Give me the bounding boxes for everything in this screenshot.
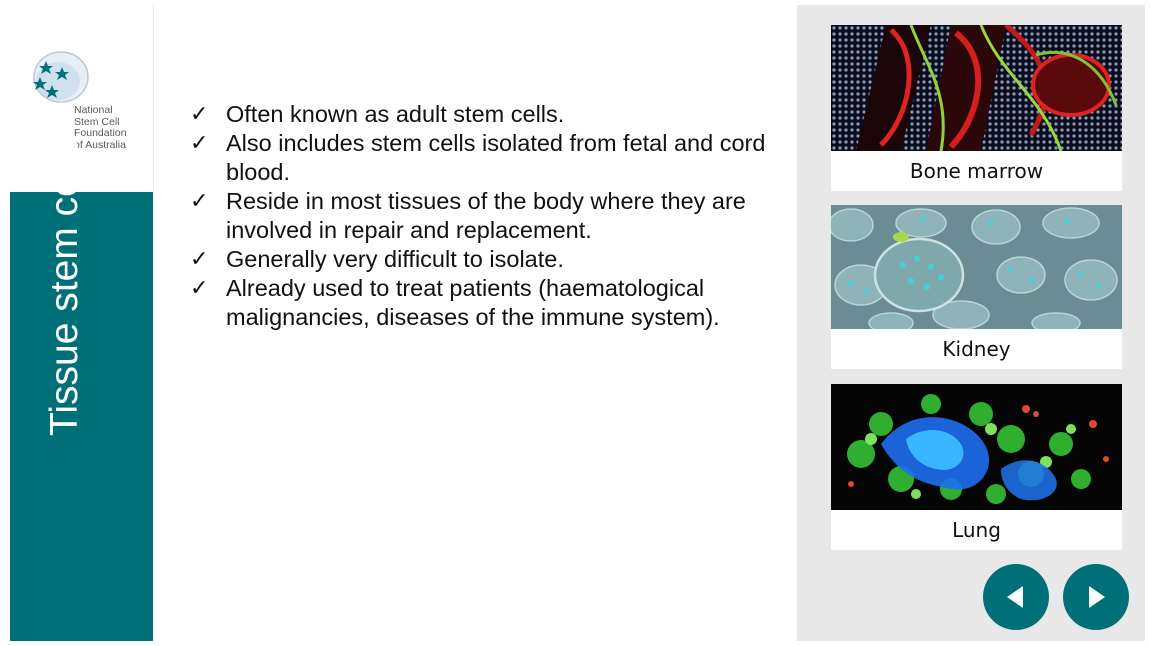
next-button[interactable] xyxy=(1063,564,1129,630)
check-icon: ✓ xyxy=(190,102,209,127)
image-gallery: Bone marrow xyxy=(797,5,1145,641)
lung-micrograph-icon xyxy=(831,384,1122,510)
previous-button[interactable] xyxy=(983,564,1049,630)
bullet-item: ✓ Generally very difficult to isolate. xyxy=(190,245,790,274)
bullet-item: ✓ Already used to treat patients (haemato… xyxy=(190,274,790,332)
logo: National Stem Cell Foundation of Austral… xyxy=(10,5,154,190)
bullet-text: Often known as adult stem cells. xyxy=(226,101,565,127)
check-icon: ✓ xyxy=(190,247,209,272)
check-icon: ✓ xyxy=(190,276,209,301)
logo-line: National xyxy=(74,104,113,116)
triangle-left-icon xyxy=(1007,586,1023,608)
stars-logo-icon xyxy=(33,51,89,103)
slide-title: Tissue stem cells xyxy=(43,138,86,436)
gallery-card-label: Lung xyxy=(952,518,1001,542)
bullet-item: ✓ Often known as adult stem cells. xyxy=(190,100,790,129)
kidney-micrograph-icon xyxy=(831,205,1122,329)
bullet-item: ✓ Also includes stem cells isolated from … xyxy=(190,129,790,187)
gallery-card-label: Kidney xyxy=(942,337,1011,361)
check-icon: ✓ xyxy=(190,131,209,156)
bullet-text: Also includes stem cells isolated from f… xyxy=(226,130,766,185)
bullet-text: Generally very difficult to isolate. xyxy=(226,246,564,272)
logo-line: of Australia xyxy=(74,138,126,151)
check-icon: ✓ xyxy=(190,189,209,214)
triangle-right-icon xyxy=(1089,586,1105,608)
bullet-text: Reside in most tissues of the body where… xyxy=(226,188,746,243)
gallery-card-bone-marrow[interactable]: Bone marrow xyxy=(831,25,1122,191)
logo-text: National Stem Cell Foundation of Austral… xyxy=(74,104,127,151)
bullet-item: ✓ Reside in most tissues of the body wher… xyxy=(190,187,790,245)
bullet-list: ✓ Often known as adult stem cells. ✓ Also … xyxy=(190,100,790,332)
gallery-card-lung[interactable]: Lung xyxy=(831,384,1122,550)
gallery-card-kidney[interactable]: Kidney xyxy=(831,205,1122,369)
logo-line: Foundation xyxy=(74,127,127,139)
sidebar: National Stem Cell Foundation of Austral… xyxy=(10,5,154,641)
bone-marrow-micrograph-icon xyxy=(831,25,1122,151)
title-band xyxy=(10,192,153,641)
logo-line: Stem Cell xyxy=(74,115,120,128)
gallery-card-label: Bone marrow xyxy=(909,159,1044,183)
bullet-text: Already used to treat patients (haematol… xyxy=(226,275,720,330)
